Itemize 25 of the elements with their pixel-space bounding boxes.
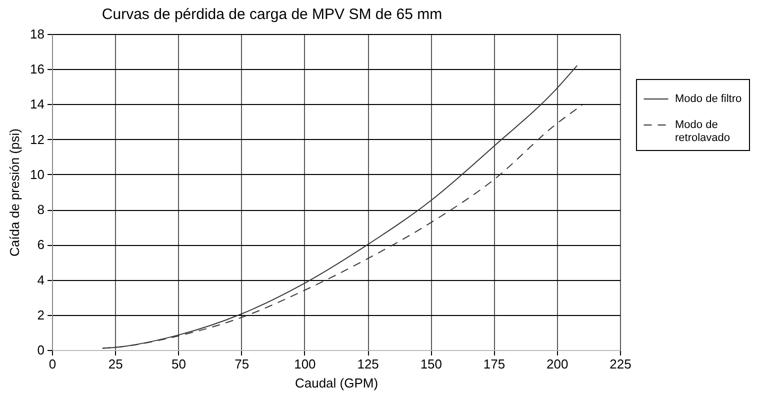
legend-label: Modo de retrolavado bbox=[675, 119, 730, 144]
y-tick-label: 12 bbox=[30, 132, 44, 147]
y-axis-title: Caída de presión (psi) bbox=[7, 128, 22, 256]
x-tick-label: 100 bbox=[294, 356, 316, 372]
y-tick-label: 8 bbox=[37, 202, 44, 218]
x-tick-label: 0 bbox=[48, 356, 56, 372]
x-tick-label: 75 bbox=[234, 356, 250, 372]
y-tick-label: 10 bbox=[30, 166, 44, 182]
x-tick-label: 50 bbox=[171, 356, 186, 372]
x-tick-label: 175 bbox=[483, 356, 506, 372]
y-tick-label: 14 bbox=[30, 96, 44, 112]
x-tick-label: 125 bbox=[357, 356, 379, 372]
chart-title: Curvas de pérdida de carga de MPV SM de 65 mm bbox=[102, 6, 442, 23]
y-tick-label: 2 bbox=[37, 307, 44, 322]
x-tick-label: 150 bbox=[420, 356, 442, 372]
x-tick-label: 225 bbox=[610, 356, 632, 372]
x-axis-title: Caudal (GPM) bbox=[294, 376, 378, 390]
y-tick-label: 4 bbox=[37, 272, 44, 288]
x-tick-label: 200 bbox=[546, 356, 568, 372]
y-tick-label: 6 bbox=[37, 237, 44, 252]
y-tick-label: 18 bbox=[30, 26, 44, 42]
y-tick-label: 16 bbox=[30, 62, 44, 77]
x-tick-label: 25 bbox=[108, 356, 123, 372]
legend-label: Modo de filtro bbox=[675, 93, 742, 105]
y-tick-label: 0 bbox=[37, 342, 44, 358]
